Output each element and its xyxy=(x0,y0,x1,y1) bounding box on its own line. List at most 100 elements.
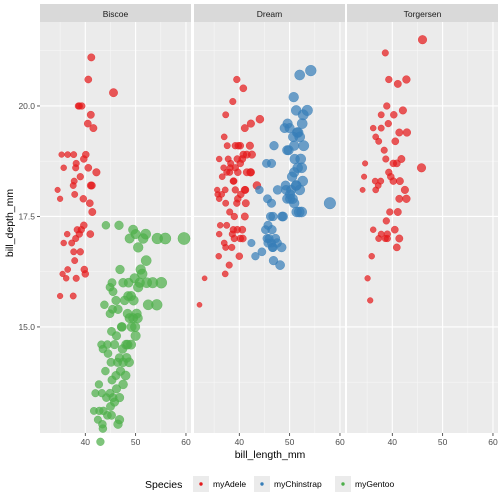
data-point-myadele xyxy=(240,124,249,133)
data-point-mygentoo xyxy=(105,282,115,292)
data-point-mygentoo xyxy=(137,233,149,244)
data-point-myadele xyxy=(109,88,118,98)
data-point-myadele xyxy=(84,163,93,172)
data-point-mychinstrap xyxy=(288,131,299,143)
data-point-myadele xyxy=(392,243,401,252)
data-point-myadele xyxy=(68,239,76,247)
data-point-mychinstrap xyxy=(289,167,300,178)
data-point-myadele xyxy=(246,168,255,177)
data-point-myadele xyxy=(370,124,377,132)
legend-title: Species xyxy=(145,479,182,491)
facet-strip-label: Torgersen xyxy=(404,9,442,19)
data-point-myadele xyxy=(359,186,366,193)
data-point-mychinstrap xyxy=(267,198,277,208)
legend-entry-mychinstrap: myChinstrap xyxy=(254,476,322,492)
data-point-myadele xyxy=(196,301,203,308)
data-point-mychinstrap xyxy=(278,211,288,222)
data-point-mygentoo xyxy=(133,242,144,253)
data-point-myadele xyxy=(222,111,230,119)
data-point-myadele xyxy=(60,239,67,247)
data-point-mychinstrap xyxy=(305,64,317,77)
data-point-mygentoo xyxy=(124,233,135,244)
data-point-myadele xyxy=(392,159,401,168)
facet-strip xyxy=(194,4,345,22)
data-point-myadele xyxy=(398,106,407,115)
data-point-mygentoo xyxy=(141,277,152,289)
data-point-myadele xyxy=(79,195,88,203)
data-point-mygentoo xyxy=(130,330,141,341)
data-point-myadele xyxy=(240,185,249,194)
data-point-myadele xyxy=(216,222,224,229)
data-point-myadele xyxy=(400,185,409,194)
data-point-mychinstrap xyxy=(269,141,279,151)
data-point-myadele xyxy=(418,35,428,45)
data-point-mygentoo xyxy=(97,340,106,349)
data-point-myadele xyxy=(80,265,89,274)
data-point-mygentoo xyxy=(106,357,116,367)
data-point-myadele xyxy=(221,186,229,194)
data-point-myadele xyxy=(402,128,412,137)
data-point-myadele xyxy=(224,155,232,163)
x-tick-label: 50 xyxy=(131,437,141,447)
data-point-mygentoo xyxy=(103,349,113,358)
data-point-myadele xyxy=(382,217,390,225)
data-point-mygentoo xyxy=(124,313,135,323)
legend-key-symbol xyxy=(341,482,345,486)
data-point-myadele xyxy=(239,150,248,159)
data-point-myadele xyxy=(223,142,231,150)
data-point-mygentoo xyxy=(177,232,191,245)
data-point-myadele xyxy=(395,177,404,186)
data-point-myadele xyxy=(375,235,383,242)
data-point-mychinstrap xyxy=(262,158,271,168)
data-point-myadele xyxy=(362,160,369,167)
x-tick-label: 50 xyxy=(438,437,448,447)
data-point-myadele xyxy=(239,84,248,93)
data-point-mychinstrap xyxy=(267,225,277,235)
y-tick-label: 20.0 xyxy=(18,101,35,111)
data-point-myadele xyxy=(215,155,223,163)
data-point-myadele xyxy=(241,199,250,208)
data-point-myadele xyxy=(84,75,93,84)
legend-entry-myadele: myAdele xyxy=(193,476,246,492)
data-point-mygentoo xyxy=(114,220,124,230)
data-point-myadele xyxy=(92,168,101,177)
data-point-myadele xyxy=(229,177,237,185)
facet-strip xyxy=(40,4,191,22)
data-point-myadele xyxy=(71,190,79,198)
data-point-myadele xyxy=(246,119,255,128)
data-point-myadele xyxy=(86,199,94,207)
x-tick-label: 40 xyxy=(235,437,245,447)
data-point-mygentoo xyxy=(111,384,121,394)
data-point-myadele xyxy=(390,111,398,119)
data-point-myadele xyxy=(75,230,83,238)
x-tick-label: 40 xyxy=(388,437,398,447)
data-point-myadele xyxy=(381,49,389,57)
data-point-myadele xyxy=(223,221,231,229)
data-point-mygentoo xyxy=(128,295,139,306)
data-point-myadele xyxy=(386,208,394,216)
data-point-mychinstrap xyxy=(280,180,291,191)
data-point-myadele xyxy=(364,275,371,282)
data-point-mychinstrap xyxy=(288,91,299,103)
y-tick-label: 15.0 xyxy=(18,322,35,332)
facet-panel-torgersen: Torgersen xyxy=(347,4,498,433)
data-point-mygentoo xyxy=(114,415,125,425)
data-point-mychinstrap xyxy=(262,234,272,243)
data-point-myadele xyxy=(64,266,71,273)
data-point-mygentoo xyxy=(142,299,154,311)
data-point-mygentoo xyxy=(101,366,110,376)
facet-panel-biscoe: Biscoe xyxy=(40,4,191,446)
data-point-mygentoo xyxy=(117,322,127,332)
data-point-mychinstrap xyxy=(275,260,285,270)
data-point-myadele xyxy=(390,225,399,234)
data-point-myadele xyxy=(63,230,71,238)
data-point-mygentoo xyxy=(102,393,111,402)
data-point-myadele xyxy=(75,102,83,110)
data-point-myadele xyxy=(70,151,78,159)
data-point-myadele xyxy=(240,212,249,221)
data-point-mychinstrap xyxy=(255,185,264,195)
y-axis-title: bill_depth_mm xyxy=(4,189,16,258)
data-point-myadele xyxy=(395,234,404,243)
data-point-myadele xyxy=(225,261,233,269)
